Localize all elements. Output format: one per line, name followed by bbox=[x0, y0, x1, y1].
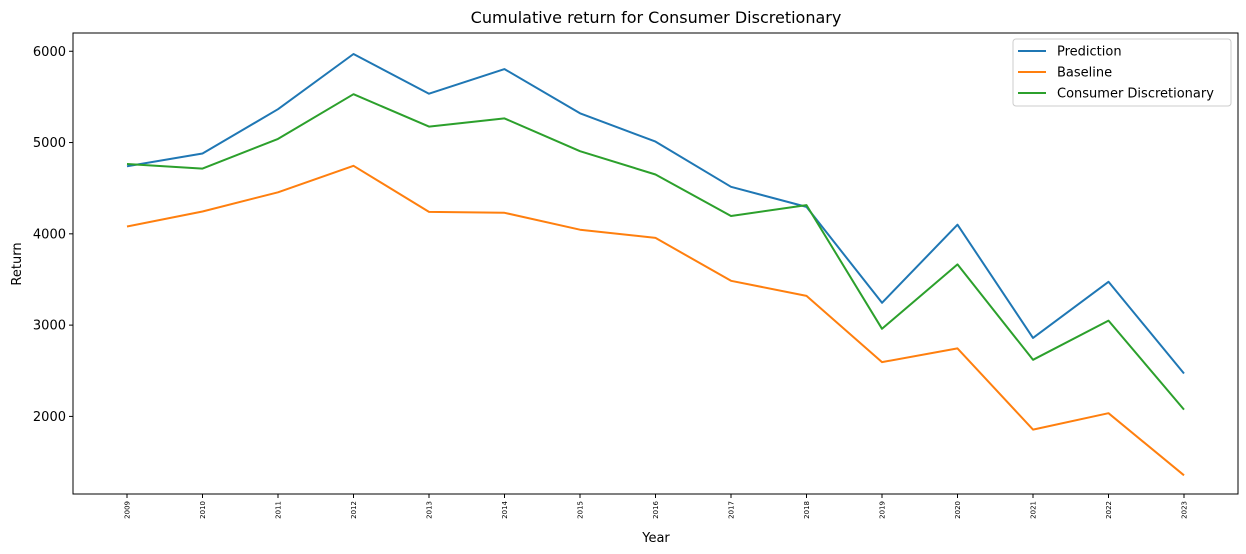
x-tick-label: 2020 bbox=[954, 501, 962, 519]
y-axis: 2000 3000 4000 5000 6000 bbox=[33, 45, 73, 425]
x-tick-label: 2016 bbox=[652, 500, 660, 518]
x-axis: 2009 2010 2011 2012 2013 2014 2015 2016 2017 2018… bbox=[124, 494, 1189, 519]
legend-label: Baseline bbox=[1057, 66, 1112, 81]
x-tick-label: 2015 bbox=[577, 501, 585, 519]
x-tick-label: 2023 bbox=[1181, 501, 1189, 519]
series-line-baseline bbox=[126, 164, 1185, 477]
x-tick-label: 2013 bbox=[426, 501, 434, 519]
series-line-consumer-discretionary bbox=[126, 93, 1185, 411]
x-tick-label: 2017 bbox=[728, 501, 736, 519]
series-line-prediction bbox=[126, 53, 1185, 375]
x-tick-label: 2009 bbox=[124, 501, 132, 519]
legend-label: Prediction bbox=[1057, 45, 1122, 60]
y-tick-label: 2000 bbox=[33, 410, 66, 425]
x-axis-label: Year bbox=[641, 531, 670, 546]
y-tick-label: 6000 bbox=[33, 45, 66, 60]
x-tick-label: 2022 bbox=[1105, 501, 1113, 519]
legend: Prediction Baseline Consumer Discretionary bbox=[1012, 38, 1232, 107]
y-tick-label: 3000 bbox=[33, 319, 66, 334]
chart-title: Cumulative return for Consumer Discretio… bbox=[471, 8, 842, 27]
legend-label: Consumer Discretionary bbox=[1057, 87, 1214, 102]
y-tick-label: 5000 bbox=[33, 136, 66, 151]
y-axis-label: Return bbox=[10, 242, 25, 285]
x-tick-label: 2018 bbox=[803, 501, 811, 519]
y-tick-label: 4000 bbox=[33, 227, 66, 242]
x-tick-label: 2021 bbox=[1030, 501, 1038, 519]
x-tick-label: 2011 bbox=[275, 501, 283, 519]
series-lines bbox=[126, 53, 1185, 477]
x-tick-label: 2012 bbox=[350, 501, 358, 519]
x-tick-label: 2010 bbox=[199, 501, 207, 519]
x-tick-label: 2019 bbox=[879, 501, 887, 519]
legend-box bbox=[1012, 38, 1232, 107]
x-tick-label: 2014 bbox=[501, 500, 509, 518]
